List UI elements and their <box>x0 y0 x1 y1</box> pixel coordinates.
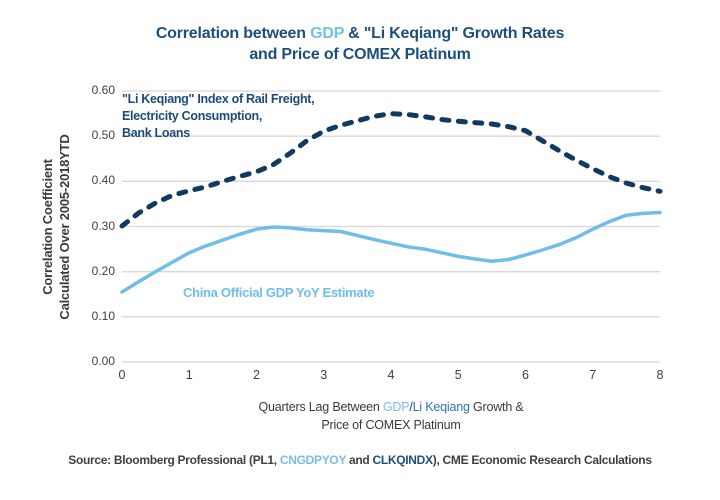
x-tick-label: 4 <box>387 368 395 382</box>
x-axis-title-line1: Quarters Lag Between GDP/Li Keqiang Grow… <box>122 398 660 416</box>
legend-gdp: China Official GDP YoY Estimate <box>183 285 375 300</box>
y-tick-label: 0.10 <box>91 308 115 323</box>
x-tick-label: 6 <box>522 368 529 382</box>
title-text: Correlation between <box>155 25 311 42</box>
legend-li-keqiang-line1: "Li Keqiang" Index of Rail Freight, <box>122 92 315 106</box>
source-ticker-clkqindx: CLKQINDX <box>372 453 433 467</box>
x-axis-title-text-2: Growth & <box>469 400 524 414</box>
y-tick-label: 0.40 <box>91 173 115 188</box>
x-axis-title-line2: Price of COMEX Platinum <box>321 418 461 432</box>
x-tick-label: 2 <box>253 368 260 382</box>
y-tick-label: 0.50 <box>91 128 115 143</box>
y-tick-label: 0.00 <box>91 354 115 368</box>
plot-area <box>119 90 663 363</box>
gridlines <box>122 90 660 363</box>
source-text-3: ), CME Economic Research Calculations <box>432 453 652 467</box>
x-tick-label: 8 <box>656 368 664 382</box>
x-tick-label: 3 <box>320 368 328 382</box>
x-axis-gdp-highlight: GDP <box>382 400 410 414</box>
source-text: Source: Bloomberg Professional (PL1, <box>68 453 280 467</box>
legend-li-keqiang: "Li Keqiang" Index of Rail Freight, Elec… <box>122 91 315 142</box>
source-note: Source: Bloomberg Professional (PL1, CNG… <box>0 453 720 467</box>
chart-title-line1: Correlation between GDP & "Li Keqiang" G… <box>0 23 720 44</box>
y-tick-label: 0.60 <box>91 83 115 97</box>
source-text-2: and <box>345 453 373 467</box>
gdp-solid-line <box>120 210 662 294</box>
x-tick-label: 7 <box>589 368 597 382</box>
x-axis-title: Quarters Lag Between GDP/Li Keqiang Grow… <box>122 398 660 434</box>
legend-li-keqiang-line2: Electricity Consumption, <box>122 109 263 123</box>
li-keqiang-dashed-line <box>119 111 663 229</box>
y-axis-title: Correlation Coefficient Calculated Over … <box>39 134 73 319</box>
chart-title-line2: and Price of COMEX Platinum <box>249 46 471 63</box>
title-gdp-highlight: GDP <box>310 25 344 42</box>
title-text-2: & "Li Keqiang" Growth Rates <box>343 25 565 42</box>
y-tick-label: 0.20 <box>91 263 115 278</box>
chart-title: Correlation between GDP & "Li Keqiang" G… <box>0 23 720 65</box>
x-tick-label: 0 <box>118 368 126 382</box>
x-tick-label: 5 <box>454 368 462 382</box>
legend-li-keqiang-line3: Bank Loans <box>122 126 190 140</box>
x-tick-label: 1 <box>185 368 193 382</box>
source-ticker-cngdpyoy: CNGDPYOY <box>279 453 346 467</box>
x-axis-li-keqiang-highlight: Li Keqiang <box>412 400 470 414</box>
y-axis-title-line1: Correlation Coefficient <box>40 159 55 295</box>
y-tick-label: 0.30 <box>91 218 115 233</box>
x-axis-title-text: Quarters Lag Between <box>258 400 383 414</box>
x-axis-slash: / <box>409 400 413 414</box>
